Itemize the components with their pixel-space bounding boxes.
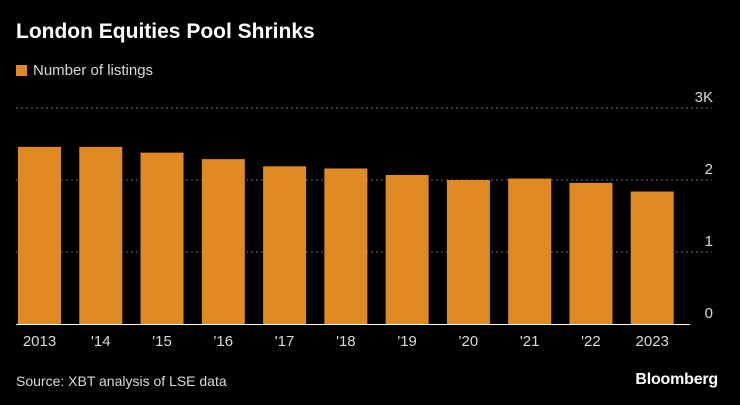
x-tick-label: '18 (336, 333, 356, 350)
x-tick-label: '16 (214, 333, 234, 350)
bar (446, 180, 490, 324)
x-tick-label: 2013 (23, 333, 56, 350)
x-tick-label: '17 (275, 333, 295, 350)
legend: Number of listings (16, 62, 153, 79)
bar (569, 182, 613, 324)
bar (201, 159, 245, 324)
bar (140, 152, 184, 324)
y-tick-label: 1 (705, 233, 713, 250)
bar (630, 191, 674, 324)
x-tick-label: '22 (581, 333, 601, 350)
bar (508, 178, 552, 324)
bar (324, 168, 368, 324)
x-tick-label: '21 (520, 333, 540, 350)
legend-swatch (16, 65, 27, 76)
legend-label: Number of listings (33, 62, 154, 79)
y-tick-label: 3K (695, 89, 713, 106)
bar (79, 146, 123, 324)
bar (263, 166, 307, 324)
source-note: Source: XBT analysis of LSE data (16, 373, 227, 389)
chart-title: London Equities Pool Shrinks (16, 20, 315, 43)
y-tick-label: 0 (705, 305, 713, 322)
bar (18, 146, 61, 324)
x-tick-label: '19 (397, 333, 417, 350)
x-tick-label: '15 (152, 333, 172, 350)
bar (385, 174, 429, 324)
y-tick-label: 2 (705, 161, 713, 178)
x-tick-label: 2023 (636, 333, 669, 350)
x-tick-label: '20 (459, 333, 479, 350)
bloomberg-logo: Bloomberg (635, 371, 718, 388)
x-tick-label: '14 (91, 333, 111, 350)
